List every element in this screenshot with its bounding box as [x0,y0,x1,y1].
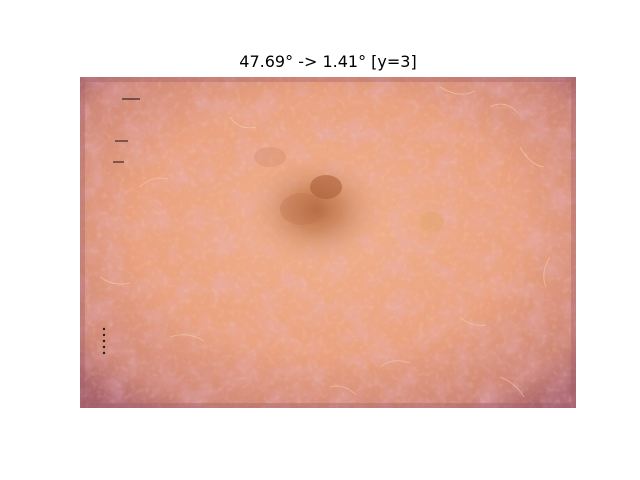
lesion-patch [280,193,324,225]
hairs [99,86,551,398]
pigment-spot [420,212,444,232]
lesion [244,152,388,268]
plot-title: 47.69° -> 1.41° [y=3] [239,52,417,71]
scale-dots [102,327,106,355]
dermoscopy-image [80,77,576,408]
lesion-core [310,175,342,199]
pigment-spot [254,147,286,167]
image-axes [80,77,576,408]
scale-marks [113,98,140,163]
